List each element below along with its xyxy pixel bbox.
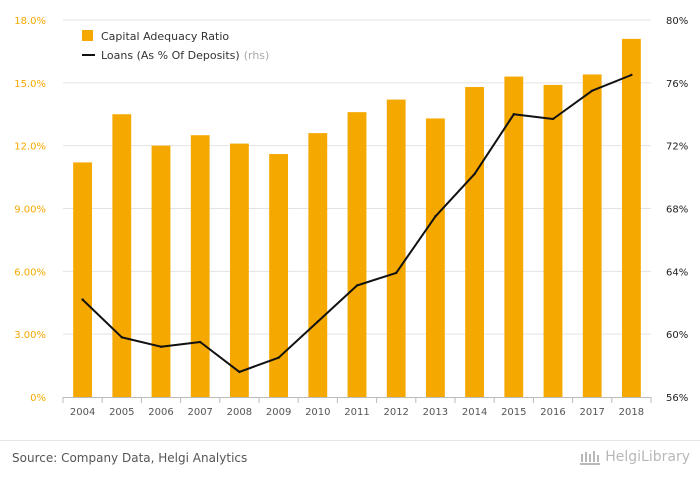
left-tick-label: 6.00% bbox=[14, 267, 46, 278]
right-tick-label: 76% bbox=[666, 79, 688, 90]
library-building-icon bbox=[580, 451, 601, 465]
right-tick-label: 68% bbox=[666, 205, 688, 216]
line-point bbox=[591, 89, 594, 92]
bar bbox=[504, 76, 524, 398]
bar bbox=[73, 162, 93, 397]
left-tick-label: 0% bbox=[30, 393, 46, 404]
line-point bbox=[120, 336, 124, 339]
bar bbox=[229, 143, 249, 397]
line-point bbox=[355, 284, 359, 287]
line-point bbox=[81, 298, 84, 301]
legend-line-name: Loans (As % Of Deposits) bbox=[101, 49, 240, 62]
line-point bbox=[551, 117, 555, 121]
line-series bbox=[81, 73, 633, 374]
line-point bbox=[159, 345, 163, 348]
line-point bbox=[316, 320, 319, 323]
right-tick-label: 72% bbox=[666, 142, 688, 153]
line-point bbox=[473, 172, 476, 176]
line-point bbox=[512, 113, 515, 116]
left-tick-label: 12.0% bbox=[14, 142, 46, 153]
line-point bbox=[199, 340, 202, 344]
x-tick-label: 2010 bbox=[305, 407, 330, 418]
bar bbox=[465, 87, 485, 398]
right-tick-label: 64% bbox=[666, 267, 688, 278]
bar bbox=[347, 112, 367, 398]
brand-logo[interactable]: HelgiLibrary bbox=[579, 448, 690, 466]
x-tick-label: 2017 bbox=[579, 407, 604, 418]
bar bbox=[190, 135, 210, 397]
legend-line-label: Loans (As % Of Deposits) (rhs) bbox=[101, 49, 269, 62]
legend-bar-swatch bbox=[82, 30, 93, 41]
legend-line-suffix: (rhs) bbox=[244, 49, 270, 62]
line-point bbox=[277, 356, 280, 359]
x-tick-label: 2007 bbox=[187, 407, 212, 418]
x-tick-label: 2014 bbox=[462, 407, 487, 418]
x-tick-label: 2016 bbox=[540, 407, 565, 418]
x-tick-label: 2011 bbox=[344, 407, 369, 418]
x-tick-label: 2005 bbox=[109, 407, 134, 418]
bar bbox=[543, 84, 563, 397]
bar bbox=[151, 145, 171, 397]
x-tick-label: 2013 bbox=[423, 407, 448, 418]
right-tick-label: 80% bbox=[666, 16, 688, 27]
footer: Source: Company Data, Helgi Analytics He… bbox=[0, 440, 700, 483]
x-axis: 2004 2005 2006 2007 2008 2009 2010 2011 2012 2013… bbox=[62, 397, 652, 418]
line-point bbox=[630, 73, 633, 77]
bar bbox=[425, 118, 445, 397]
bar bbox=[112, 114, 132, 397]
x-tick-label: 2012 bbox=[383, 407, 408, 418]
bar bbox=[308, 133, 328, 397]
right-axis-ticks: 56% 60% 64% 68% 72% 76% 80% bbox=[666, 16, 688, 404]
bar bbox=[621, 38, 641, 397]
left-tick-label: 18.0% bbox=[14, 16, 46, 27]
right-tick-label: 56% bbox=[666, 393, 688, 404]
line-point bbox=[395, 271, 398, 275]
x-tick-label: 2008 bbox=[227, 407, 252, 418]
bar-series bbox=[73, 38, 641, 398]
left-tick-label: 15.0% bbox=[14, 79, 46, 90]
x-tick-label: 2018 bbox=[619, 407, 644, 418]
bar bbox=[269, 154, 289, 397]
left-axis-ticks: 0% 3.00% 6.00% 9.00% 12.0% 15.0% 18.0% bbox=[14, 16, 46, 404]
bar bbox=[582, 74, 602, 397]
source-text: Source: Company Data, Helgi Analytics bbox=[12, 451, 248, 465]
brand-name: HelgiLibrary bbox=[605, 449, 690, 465]
x-tick-label: 2006 bbox=[148, 407, 173, 418]
line-point bbox=[434, 215, 437, 218]
x-tick-label: 2004 bbox=[70, 407, 95, 418]
x-tick-label: 2015 bbox=[501, 407, 526, 418]
x-tick-label: 2009 bbox=[266, 407, 291, 418]
line-point bbox=[238, 370, 241, 374]
legend: Capital Adequacy Ratio Loans (As % Of De… bbox=[82, 30, 269, 62]
left-tick-label: 3.00% bbox=[14, 330, 46, 341]
legend-bar-label: Capital Adequacy Ratio bbox=[101, 30, 229, 43]
left-tick-label: 9.00% bbox=[14, 205, 46, 216]
bar bbox=[386, 99, 406, 397]
right-tick-label: 60% bbox=[666, 330, 688, 341]
chart: 0% 3.00% 6.00% 9.00% 12.0% 15.0% 18.0% 56% 60% 6… bbox=[14, 16, 688, 418]
